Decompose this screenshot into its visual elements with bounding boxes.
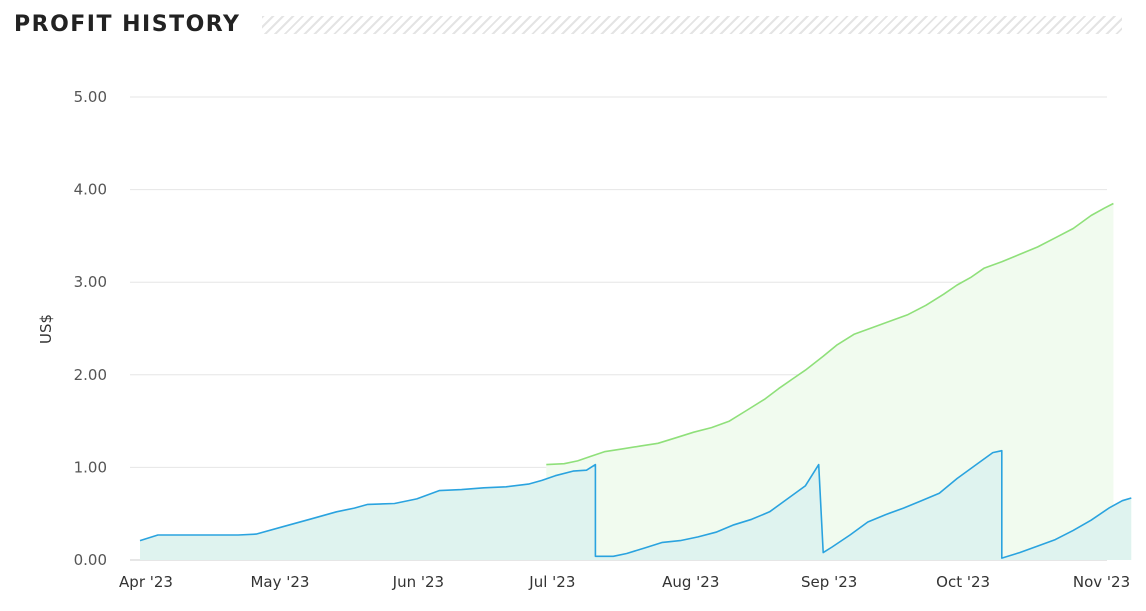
x-tick-label: Jun '23 — [392, 573, 444, 591]
y-tick-label: 5.00 — [74, 88, 107, 106]
y-tick-label: 1.00 — [74, 458, 107, 476]
x-tick-label: Sep '23 — [801, 573, 857, 591]
header-decoration — [262, 16, 1122, 34]
y-tick-label: 3.00 — [74, 273, 107, 291]
section-header: PROFIT HISTORY — [0, 0, 1146, 56]
series-areas — [140, 203, 1132, 560]
x-tick-label: May '23 — [250, 573, 309, 591]
series-lines — [139, 202, 1132, 559]
cumulative-area — [546, 203, 1114, 560]
x-tick-label: Aug '23 — [662, 573, 719, 591]
x-tick-label: Apr '23 — [119, 573, 173, 591]
page-title: PROFIT HISTORY — [14, 12, 241, 37]
y-tick-label: 4.00 — [74, 181, 107, 199]
y-tick-label: 0.00 — [74, 551, 107, 569]
y-axis-label: US$ — [37, 314, 55, 344]
x-axis-ticks: Apr '23 May '23 Jun '23 Jul '23 Aug '23 Sep '… — [119, 573, 1130, 591]
period-area — [140, 450, 1132, 560]
cumulative-line[interactable] — [546, 202, 1114, 466]
x-tick-label: Jul '23 — [528, 573, 575, 591]
y-axis-ticks: 0.00 1.00 2.00 3.00 4.00 5.00 — [74, 88, 107, 569]
x-tick-label: Oct '23 — [936, 573, 990, 591]
y-tick-label: 2.00 — [74, 366, 107, 384]
period-line[interactable] — [139, 449, 1132, 559]
x-tick-label: Nov '23 — [1073, 573, 1130, 591]
